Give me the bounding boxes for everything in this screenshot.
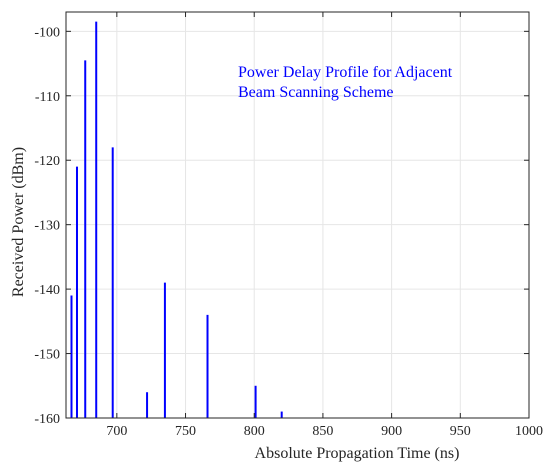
annotation-line-2: Beam Scanning Scheme bbox=[238, 84, 394, 101]
x-tick-label: 850 bbox=[312, 424, 333, 439]
x-tick-label: 800 bbox=[244, 424, 265, 439]
y-tick-label: -160 bbox=[34, 412, 60, 427]
y-tick-label: -100 bbox=[34, 25, 60, 40]
y-tick-label: -140 bbox=[34, 283, 60, 298]
x-axis-label: Absolute Propagation Time (ns) bbox=[255, 445, 460, 462]
annotation-line-1: Power Delay Profile for Adjacent bbox=[238, 64, 453, 81]
axis-ticks bbox=[66, 12, 530, 419]
x-tick-label: 700 bbox=[106, 424, 127, 439]
y-tick-label: -120 bbox=[34, 154, 60, 169]
x-tick-label: 900 bbox=[381, 424, 402, 439]
y-tick-labels: -100 -110 -120 -130 -140 -150 -160 bbox=[34, 25, 60, 427]
x-tick-label: 950 bbox=[450, 424, 471, 439]
plot-frame bbox=[65, 11, 530, 419]
x-tick-label: 750 bbox=[175, 424, 196, 439]
x-tick-label: 1000 bbox=[515, 424, 543, 439]
y-tick-label: -150 bbox=[34, 348, 60, 363]
y-tick-label: -130 bbox=[34, 219, 60, 234]
stems bbox=[70, 21, 283, 418]
x-tick-labels: 700 750 800 850 900 950 1000 bbox=[106, 424, 543, 439]
y-tick-label: -110 bbox=[35, 90, 60, 105]
y-axis-label: Received Power (dBm) bbox=[10, 147, 27, 297]
